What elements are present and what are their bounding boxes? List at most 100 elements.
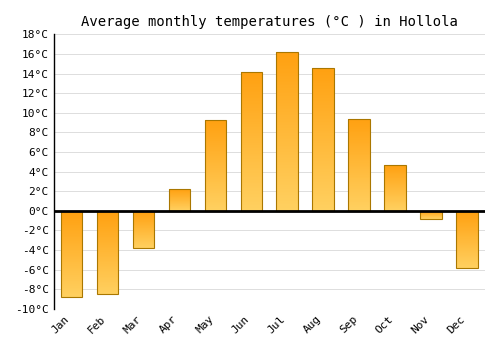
- Bar: [204, 143, 226, 144]
- Bar: [312, 96, 334, 98]
- Bar: [204, 201, 226, 202]
- Bar: [276, 196, 298, 198]
- Bar: [97, 276, 118, 278]
- Bar: [204, 204, 226, 205]
- Bar: [97, 218, 118, 219]
- Bar: [312, 100, 334, 102]
- Bar: [61, 232, 82, 233]
- Bar: [348, 199, 370, 200]
- Bar: [132, 246, 154, 247]
- Bar: [348, 202, 370, 203]
- Bar: [132, 229, 154, 230]
- Bar: [312, 115, 334, 116]
- Bar: [276, 189, 298, 190]
- Bar: [97, 211, 118, 212]
- Bar: [97, 292, 118, 293]
- Bar: [204, 133, 226, 134]
- Bar: [276, 112, 298, 114]
- Bar: [61, 244, 82, 245]
- Bar: [97, 289, 118, 290]
- Bar: [276, 206, 298, 208]
- Bar: [240, 115, 262, 116]
- Bar: [204, 132, 226, 133]
- Bar: [240, 173, 262, 175]
- Bar: [97, 281, 118, 282]
- Bar: [384, 202, 406, 203]
- Bar: [384, 176, 406, 177]
- Bar: [240, 90, 262, 91]
- Bar: [204, 148, 226, 149]
- Bar: [384, 165, 406, 211]
- Bar: [240, 190, 262, 191]
- Bar: [204, 139, 226, 140]
- Bar: [384, 182, 406, 183]
- Bar: [240, 116, 262, 118]
- Bar: [276, 138, 298, 139]
- Bar: [240, 112, 262, 113]
- Bar: [276, 190, 298, 192]
- Bar: [61, 290, 82, 291]
- Bar: [240, 149, 262, 151]
- Bar: [456, 254, 478, 255]
- Bar: [97, 274, 118, 275]
- Bar: [348, 188, 370, 189]
- Bar: [240, 105, 262, 106]
- Bar: [276, 166, 298, 168]
- Bar: [132, 223, 154, 224]
- Bar: [97, 283, 118, 284]
- Bar: [97, 230, 118, 231]
- Bar: [204, 180, 226, 181]
- Bar: [240, 176, 262, 177]
- Bar: [97, 237, 118, 238]
- Bar: [276, 101, 298, 103]
- Bar: [240, 133, 262, 134]
- Bar: [312, 136, 334, 138]
- Bar: [456, 252, 478, 253]
- Bar: [348, 191, 370, 192]
- Bar: [312, 76, 334, 78]
- Bar: [61, 272, 82, 273]
- Bar: [348, 197, 370, 198]
- Bar: [456, 255, 478, 256]
- Bar: [276, 179, 298, 181]
- Bar: [456, 215, 478, 216]
- Bar: [97, 290, 118, 291]
- Bar: [312, 187, 334, 188]
- Bar: [312, 146, 334, 148]
- Bar: [61, 245, 82, 246]
- Bar: [204, 124, 226, 125]
- Bar: [240, 129, 262, 130]
- Bar: [240, 152, 262, 154]
- Bar: [276, 147, 298, 149]
- Bar: [204, 181, 226, 182]
- Bar: [348, 125, 370, 126]
- Bar: [240, 166, 262, 168]
- Bar: [348, 174, 370, 175]
- Bar: [61, 252, 82, 253]
- Bar: [61, 239, 82, 240]
- Bar: [456, 234, 478, 235]
- Bar: [61, 295, 82, 296]
- Bar: [97, 213, 118, 214]
- Bar: [276, 52, 298, 54]
- Bar: [384, 173, 406, 174]
- Bar: [97, 233, 118, 234]
- Bar: [384, 210, 406, 211]
- Bar: [456, 236, 478, 237]
- Bar: [97, 287, 118, 288]
- Bar: [384, 197, 406, 198]
- Bar: [384, 180, 406, 181]
- Bar: [204, 173, 226, 174]
- Bar: [312, 194, 334, 195]
- Bar: [240, 113, 262, 115]
- Bar: [204, 128, 226, 129]
- Bar: [276, 122, 298, 124]
- Bar: [384, 177, 406, 178]
- Bar: [204, 125, 226, 126]
- Bar: [384, 188, 406, 189]
- Bar: [168, 189, 190, 211]
- Bar: [97, 275, 118, 276]
- Bar: [456, 233, 478, 234]
- Bar: [384, 205, 406, 206]
- Bar: [312, 68, 334, 69]
